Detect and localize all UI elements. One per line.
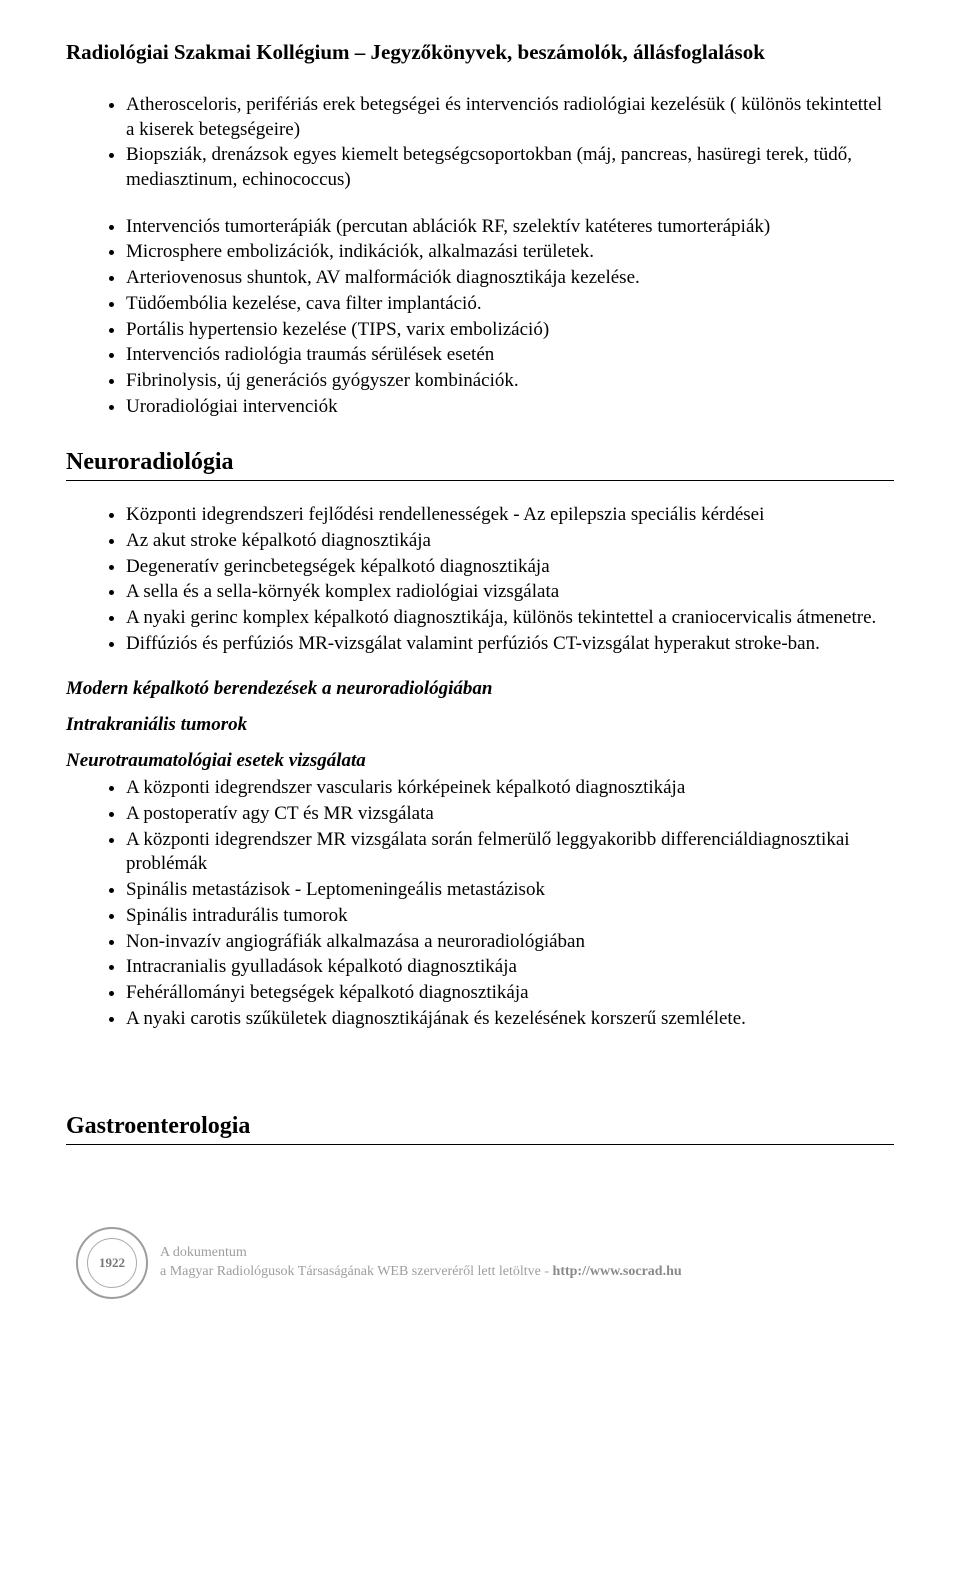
list-item: A központi idegrendszer MR vizsgálata so…	[126, 828, 894, 877]
list-item: Spinális intradurális tumorok	[126, 904, 894, 929]
list-item: A sella és a sella-környék komplex radio…	[126, 580, 894, 605]
list-item: Non-invazív angiográfiák alkalmazása a n…	[126, 930, 894, 955]
seal-year: 1922	[99, 1255, 125, 1271]
list-item: Uroradiológiai intervenciók	[126, 395, 894, 420]
page-content: Radiológiai Szakmai Kollégium – Jegyzőkö…	[0, 0, 960, 1323]
list-item: Degeneratív gerincbetegségek képalkotó d…	[126, 555, 894, 580]
section-divider	[66, 480, 894, 481]
list-item: A központi idegrendszer vascularis kórké…	[126, 776, 894, 801]
subheading-intrakranialis: Intrakraniális tumorok	[66, 714, 894, 736]
list-item: Fibrinolysis, új generációs gyógyszer ko…	[126, 369, 894, 394]
list-item: Intracranialis gyulladások képalkotó dia…	[126, 955, 894, 980]
list-item: Intervenciós radiológia traumás sérülése…	[126, 343, 894, 368]
subheading-modern: Modern képalkotó berendezések a neurorad…	[66, 678, 894, 700]
page-title: Radiológiai Szakmai Kollégium – Jegyzőkö…	[66, 40, 894, 65]
list-item: Microsphere embolizációk, indikációk, al…	[126, 240, 894, 265]
section-heading-neuro: Neuroradiológia	[66, 449, 894, 476]
list-item: A nyaki carotis szűkületek diagnosztikáj…	[126, 1007, 894, 1032]
list-item: A nyaki gerinc komplex képalkotó diagnos…	[126, 606, 894, 631]
subheading-neurotrauma: Neurotraumatológiai esetek vizsgálata	[66, 750, 894, 772]
footer-url: http://www.socrad.hu	[553, 1264, 682, 1279]
list-item: Fehérállományi betegségek képalkotó diag…	[126, 981, 894, 1006]
list-item: Tüdőembólia kezelése, cava filter implan…	[126, 292, 894, 317]
footer-line1: A dokumentum	[160, 1244, 682, 1263]
list-item: Az akut stroke képalkotó diagnosztikája	[126, 529, 894, 554]
footer-text: A dokumentum a Magyar Radiológusok Társa…	[160, 1244, 682, 1282]
list-item: Spinális metastázisok - Leptomeningeális…	[126, 878, 894, 903]
neuro-list-1: Központi idegrendszeri fejlődési rendell…	[66, 503, 894, 656]
neuro-list-2: A központi idegrendszer vascularis kórké…	[66, 776, 894, 1031]
footer: 1922 A dokumentum a Magyar Radiológusok …	[66, 1207, 894, 1299]
list-item: Biopsziák, drenázsok egyes kiemelt beteg…	[126, 143, 894, 192]
list-item: Atherosceloris, perifériás erek betegség…	[126, 93, 894, 142]
list-item: Diffúziós és perfúziós MR-vizsgálat vala…	[126, 632, 894, 657]
section-heading-gastro: Gastroenterologia	[66, 1113, 894, 1140]
footer-line2-prefix: a Magyar Radiológusok Társaságának WEB s…	[160, 1264, 553, 1279]
list-item: A postoperatív agy CT és MR vizsgálata	[126, 802, 894, 827]
top-bullet-list: Atherosceloris, perifériás erek betegség…	[66, 93, 894, 193]
list-item: Központi idegrendszeri fejlődési rendell…	[126, 503, 894, 528]
list-item: Intervenciós tumorterápiák (percutan abl…	[126, 215, 894, 240]
list-item: Arteriovenosus shuntok, AV malformációk …	[126, 266, 894, 291]
list-item: Portális hypertensio kezelése (TIPS, var…	[126, 318, 894, 343]
section-divider	[66, 1144, 894, 1145]
seal-icon: 1922	[76, 1227, 148, 1299]
mid-bullet-list: Intervenciós tumorterápiák (percutan abl…	[66, 215, 894, 420]
